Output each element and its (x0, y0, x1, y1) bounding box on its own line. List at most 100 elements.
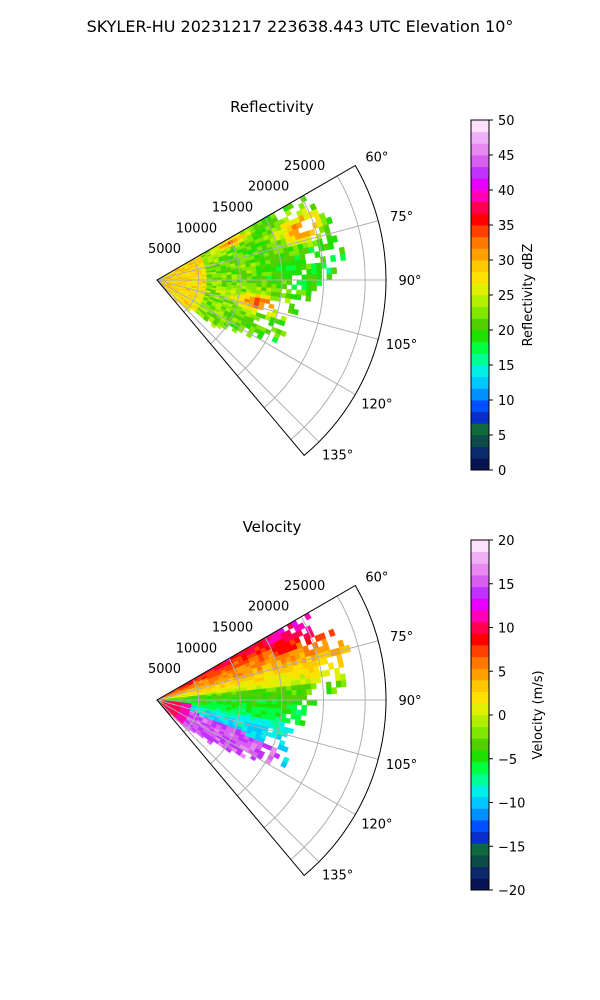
reflectivity-title: Reflectivity (230, 98, 314, 116)
velocity-cell (295, 679, 302, 686)
velocity-colorbar-swatch (471, 750, 489, 763)
velocity-radial-tick-label: 10000 (176, 641, 217, 656)
velocity-angle-tick-label: 90° (398, 694, 421, 709)
reflectivity-cell (251, 283, 258, 288)
reflectivity-chart: Reflectivity60°75°90°105°120°135°5000100… (148, 98, 536, 479)
velocity-cell (291, 689, 298, 696)
reflectivity-frame (156, 164, 387, 457)
velocity-cell (185, 726, 191, 732)
reflectivity-colorbar-swatch (471, 283, 489, 296)
velocity-cell (333, 667, 341, 676)
reflectivity-cell (295, 221, 303, 229)
reflectivity-colorbar-tick-label: 40 (498, 184, 515, 199)
reflectivity-colorbar-swatch (471, 201, 489, 214)
velocity-colorbar-swatch (471, 668, 489, 681)
reflectivity-cell (256, 268, 262, 274)
velocity-cell (276, 703, 283, 709)
reflectivity-colorbar-swatch (471, 260, 489, 273)
reflectivity-cell (231, 274, 238, 278)
reflectivity-cell (331, 235, 339, 243)
velocity-cell (309, 671, 316, 679)
reflectivity-angular-gridline (156, 279, 320, 443)
reflectivity-cell (271, 283, 278, 289)
reflectivity-cell (289, 255, 296, 262)
velocity-cell (306, 688, 313, 696)
reflectivity-colorbar-swatch (471, 120, 489, 133)
velocity-radial-gridline (263, 616, 325, 828)
reflectivity-cell (261, 268, 267, 273)
reflectivity-colorbar-swatch (471, 388, 489, 401)
reflectivity-cell (236, 270, 242, 275)
reflectivity-radial-gridline (290, 175, 366, 440)
reflectivity-colorbar-swatch (471, 435, 489, 448)
velocity-cell (273, 752, 281, 760)
velocity-cell (271, 695, 278, 701)
velocity-cell (236, 702, 243, 707)
reflectivity-cell (256, 283, 263, 288)
reflectivity-cell (306, 279, 313, 286)
velocity-cell (270, 683, 277, 689)
reflectivity-cell (320, 256, 327, 264)
velocity-colorbar-swatch (471, 843, 489, 856)
reflectivity-cell (266, 271, 273, 277)
reflectivity-cell (291, 284, 298, 291)
velocity-cell (311, 699, 318, 706)
velocity-cell (266, 691, 273, 697)
velocity-angular-gridline (156, 699, 320, 863)
velocity-radial-tick-label: 15000 (212, 621, 253, 636)
reflectivity-colorbar-swatch (471, 131, 489, 144)
reflectivity-radial-gridline (183, 258, 200, 313)
reflectivity-cell (279, 330, 287, 338)
velocity-angular-gridline (156, 699, 356, 815)
reflectivity-angle-tick-label: 105° (386, 338, 417, 353)
reflectivity-colorbar-swatch (471, 400, 489, 413)
reflectivity-colorbar-label: Reflectivity dBZ (521, 244, 536, 347)
velocity-cell (295, 709, 302, 716)
reflectivity-cell (261, 279, 268, 285)
velocity-angle-tick-label: 120° (361, 818, 392, 833)
velocity-cell (303, 612, 312, 621)
velocity-cell (271, 687, 277, 693)
velocity-cell (266, 707, 272, 713)
velocity-cell (281, 699, 288, 705)
velocity-cell (276, 695, 283, 701)
velocity-colorbar-tick-label: −5 (498, 753, 517, 768)
velocity-colorbar-swatch (471, 761, 489, 774)
reflectivity-cell (306, 284, 313, 292)
reflectivity-cell (291, 269, 298, 276)
reflectivity-colorbar-tick-label: 15 (498, 359, 515, 374)
velocity-cell (289, 675, 296, 682)
reflectivity-colorbar-swatch (471, 295, 489, 308)
velocity-cell (321, 657, 329, 665)
velocity-cell (325, 681, 332, 689)
velocity-cell (339, 673, 347, 681)
reflectivity-colorbar-swatch (471, 178, 489, 191)
figure-title: SKYLER-HU 20231217 223638.443 UTC Elevat… (87, 17, 514, 36)
velocity-cell (310, 677, 317, 685)
reflectivity-cell (316, 268, 323, 275)
velocity-cell (285, 685, 292, 692)
reflectivity-cell (271, 336, 279, 344)
reflectivity-cell (285, 265, 292, 272)
reflectivity-colorbar-tick-label: 35 (498, 219, 515, 234)
reflectivity-cell (329, 254, 337, 262)
velocity-cell (286, 699, 293, 705)
velocity-cell (241, 693, 248, 698)
reflectivity-cell (265, 263, 272, 269)
velocity-cell (271, 699, 278, 705)
velocity-angular-gridline (156, 640, 379, 701)
reflectivity-cell (301, 284, 308, 291)
velocity-colorbar-swatch (471, 703, 489, 716)
velocity-cell (276, 686, 282, 692)
velocity-cell (290, 709, 297, 715)
reflectivity-colorbar-swatch (471, 155, 489, 168)
velocity-cell (281, 745, 289, 753)
velocity-cell (328, 628, 336, 638)
reflectivity-cell (251, 276, 258, 281)
reflectivity-cell (185, 306, 191, 312)
velocity-cell (300, 684, 307, 691)
reflectivity-cell (284, 256, 291, 263)
velocity-cell (281, 704, 288, 710)
velocity-cell (337, 660, 345, 669)
